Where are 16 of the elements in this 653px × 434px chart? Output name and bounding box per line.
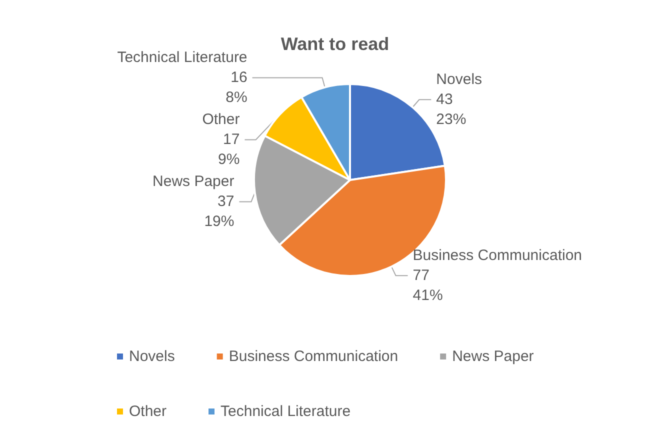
legend-label: Technical Literature (220, 403, 351, 420)
data-label: 17 9% (218, 131, 240, 168)
slice-label: News Paper (152, 173, 234, 190)
data-label: 16 8% (226, 69, 248, 106)
slice-label: Other (202, 111, 240, 128)
data-label: 43 23% (436, 91, 466, 128)
data-label: 37 19% (204, 193, 234, 230)
legend-label: Novels (129, 348, 175, 365)
legend-label: Business Communication (228, 348, 398, 365)
slice-label: Technical Literature (117, 49, 248, 66)
data-label: 77 41% (412, 267, 443, 304)
slice-label: Novels (436, 71, 482, 88)
legend-label: News Paper (452, 348, 534, 365)
chart-title: Want to read (280, 34, 390, 54)
legend-label: Other (129, 403, 167, 420)
slice-label: Business Communication (412, 247, 582, 264)
